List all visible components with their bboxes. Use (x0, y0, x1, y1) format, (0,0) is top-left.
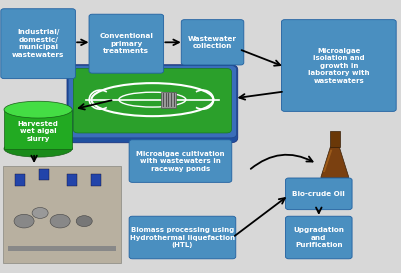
FancyBboxPatch shape (3, 166, 121, 263)
FancyBboxPatch shape (181, 20, 244, 65)
Circle shape (32, 207, 48, 218)
FancyBboxPatch shape (1, 9, 75, 79)
Polygon shape (321, 147, 349, 177)
Text: Biomass processing using
Hydrothermal liquefaction
(HTL): Biomass processing using Hydrothermal li… (130, 227, 235, 248)
FancyBboxPatch shape (89, 14, 164, 73)
Text: Microalgae
isolation and
growth in
laboratory with
wastewaters: Microalgae isolation and growth in labor… (308, 48, 370, 84)
FancyBboxPatch shape (282, 20, 396, 111)
Polygon shape (4, 110, 72, 149)
FancyBboxPatch shape (286, 216, 352, 259)
Text: Harvested
wet algal
slurry: Harvested wet algal slurry (18, 121, 59, 142)
Ellipse shape (119, 92, 186, 107)
FancyBboxPatch shape (161, 91, 176, 108)
FancyBboxPatch shape (286, 178, 352, 210)
Circle shape (76, 216, 92, 227)
Text: Wastewater
collection: Wastewater collection (188, 35, 237, 49)
Circle shape (14, 214, 34, 228)
Ellipse shape (4, 140, 72, 157)
Text: Conventional
primary
treatments: Conventional primary treatments (99, 33, 153, 54)
FancyBboxPatch shape (67, 65, 238, 143)
FancyBboxPatch shape (330, 131, 340, 147)
Polygon shape (323, 150, 332, 172)
Text: Upgradation
and
Purification: Upgradation and Purification (293, 227, 344, 248)
Polygon shape (8, 246, 116, 251)
Ellipse shape (4, 101, 72, 118)
Text: Bio-crude Oil: Bio-crude Oil (292, 191, 345, 197)
FancyBboxPatch shape (129, 216, 236, 259)
FancyBboxPatch shape (39, 169, 49, 180)
FancyBboxPatch shape (68, 66, 237, 138)
Circle shape (50, 214, 70, 228)
FancyBboxPatch shape (67, 174, 77, 186)
FancyBboxPatch shape (91, 174, 101, 186)
Text: Industrial/
domestic/
municipal
wastewaters: Industrial/ domestic/ municipal wastewat… (12, 29, 64, 58)
FancyBboxPatch shape (73, 69, 231, 133)
Text: Microalgae cultivation
with wastewaters in
raceway ponds: Microalgae cultivation with wastewaters … (136, 151, 225, 171)
FancyBboxPatch shape (15, 174, 25, 186)
FancyBboxPatch shape (129, 140, 232, 182)
